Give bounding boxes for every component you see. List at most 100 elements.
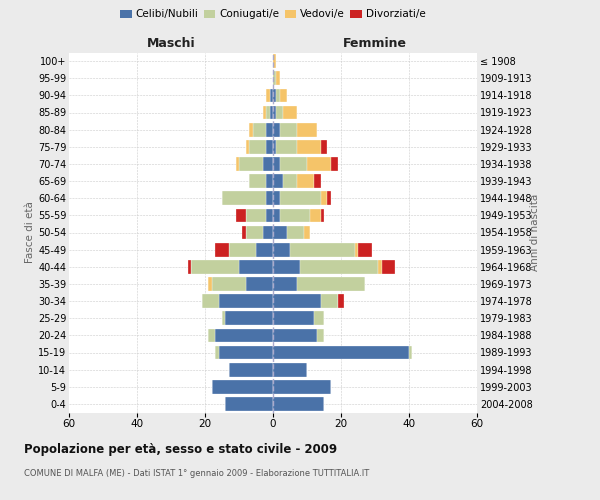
Bar — [283, 106, 297, 120]
Bar — [273, 346, 409, 360]
Bar — [273, 72, 277, 85]
Bar — [280, 123, 297, 136]
Bar — [409, 346, 412, 360]
Bar — [208, 277, 212, 291]
Bar — [297, 123, 317, 136]
Bar — [246, 226, 263, 239]
Bar — [246, 277, 273, 291]
Bar — [358, 243, 371, 256]
Bar — [263, 157, 273, 171]
Bar — [320, 208, 324, 222]
Bar — [273, 88, 277, 102]
Y-axis label: Anni di nascita: Anni di nascita — [530, 194, 541, 271]
Bar — [188, 260, 191, 274]
Text: Popolazione per età, sesso e stato civile - 2009: Popolazione per età, sesso e stato civil… — [24, 442, 337, 456]
Bar — [273, 226, 287, 239]
Bar — [273, 106, 277, 120]
Text: COMUNE DI MALFA (ME) - Dati ISTAT 1° gennaio 2009 - Elaborazione TUTTITALIA.IT: COMUNE DI MALFA (ME) - Dati ISTAT 1° gen… — [24, 469, 369, 478]
Bar — [273, 277, 297, 291]
Bar — [273, 397, 324, 411]
Bar — [280, 157, 307, 171]
Bar — [287, 226, 304, 239]
Bar — [222, 192, 266, 205]
Bar — [280, 192, 320, 205]
Bar — [212, 277, 246, 291]
Bar — [320, 192, 328, 205]
Bar — [236, 208, 246, 222]
Bar — [314, 312, 324, 325]
Bar — [246, 140, 249, 153]
Bar — [297, 277, 365, 291]
Bar — [266, 174, 273, 188]
Bar — [280, 208, 310, 222]
Bar — [277, 72, 280, 85]
Bar — [249, 174, 266, 188]
Bar — [236, 157, 239, 171]
Bar — [263, 226, 273, 239]
Bar — [297, 140, 320, 153]
Bar — [229, 363, 273, 376]
Bar — [249, 123, 253, 136]
Bar — [273, 140, 277, 153]
Bar — [239, 260, 273, 274]
Bar — [218, 346, 273, 360]
Bar — [355, 243, 358, 256]
Bar — [273, 208, 280, 222]
Bar — [304, 226, 310, 239]
Bar — [273, 157, 280, 171]
Bar — [273, 54, 277, 68]
Bar — [283, 174, 297, 188]
Bar — [320, 294, 338, 308]
Bar — [215, 346, 218, 360]
Bar — [266, 106, 269, 120]
Bar — [266, 140, 273, 153]
Bar — [317, 328, 324, 342]
Bar — [273, 328, 317, 342]
Bar — [226, 312, 273, 325]
Bar — [249, 140, 266, 153]
Bar — [202, 294, 218, 308]
Bar — [273, 243, 290, 256]
Bar — [266, 192, 273, 205]
Bar — [379, 260, 382, 274]
Bar — [273, 380, 331, 394]
Text: Maschi: Maschi — [146, 37, 196, 50]
Bar — [266, 208, 273, 222]
Bar — [277, 88, 280, 102]
Bar — [277, 140, 297, 153]
Bar — [297, 174, 314, 188]
Bar — [256, 243, 273, 256]
Bar — [290, 243, 355, 256]
Bar — [273, 260, 300, 274]
Bar — [191, 260, 239, 274]
Bar — [328, 192, 331, 205]
Text: Femmine: Femmine — [343, 37, 407, 50]
Bar — [246, 208, 266, 222]
Y-axis label: Fasce di età: Fasce di età — [25, 202, 35, 264]
Bar — [269, 88, 273, 102]
Bar — [215, 243, 229, 256]
Bar — [314, 174, 320, 188]
Bar — [300, 260, 379, 274]
Bar — [338, 294, 344, 308]
Bar — [242, 226, 246, 239]
Bar — [310, 208, 320, 222]
Bar — [273, 123, 280, 136]
Bar — [273, 363, 307, 376]
Bar — [280, 88, 287, 102]
Bar — [222, 312, 226, 325]
Bar — [215, 328, 273, 342]
Bar — [218, 294, 273, 308]
Bar — [266, 123, 273, 136]
Bar — [331, 157, 338, 171]
Bar — [229, 243, 256, 256]
Legend: Celibi/Nubili, Coniugati/e, Vedovi/e, Divorziati/e: Celibi/Nubili, Coniugati/e, Vedovi/e, Di… — [116, 5, 430, 24]
Bar — [253, 123, 266, 136]
Bar — [269, 106, 273, 120]
Bar — [382, 260, 395, 274]
Bar — [273, 174, 283, 188]
Bar — [320, 140, 328, 153]
Bar — [208, 328, 215, 342]
Bar — [266, 88, 269, 102]
Bar — [263, 106, 266, 120]
